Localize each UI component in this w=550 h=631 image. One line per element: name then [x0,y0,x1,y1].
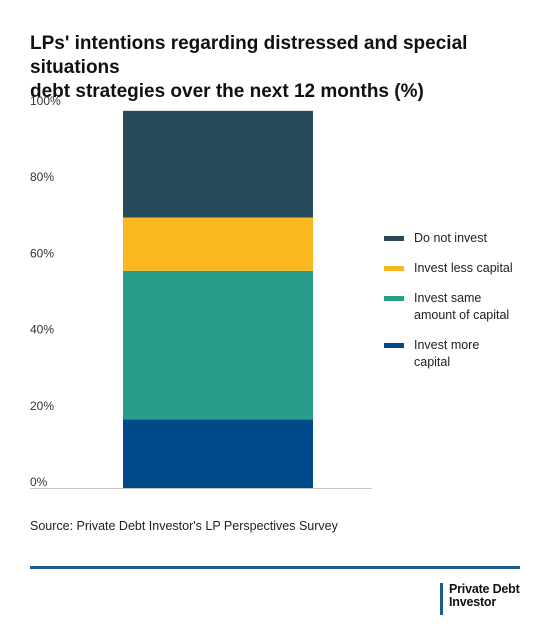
source-note: Source: Private Debt Investor's LP Persp… [30,519,338,533]
stacked-bar-chart: 0% 20% 40% 60% 80% 100% [30,94,372,489]
logo-line-1: Private Debt [449,582,520,596]
y-axis-ticks: 0% 20% 40% 60% 80% 100% [30,94,61,489]
y-tick-label: 20% [30,399,54,413]
legend-label-invest-same: Invest same amount of capital [414,291,510,322]
bar-segment-invest-same-amount-of-capital [123,270,313,420]
chart-legend: Do not invest Invest less capital Invest… [384,230,544,371]
y-tick-label: 80% [30,170,54,184]
chart-title-line-2: debt strategies over the next 12 months … [30,81,424,102]
legend-item-invest-same: Invest same amount of capital [384,290,519,324]
legend-label-invest-less: Invest less capital [414,261,513,275]
legend-item-do-not-invest: Do not invest [384,230,544,247]
logo-line-2: Investor [449,595,497,609]
bar-segment-invest-more-capital [123,419,313,488]
y-tick-label: 40% [30,323,54,337]
chart-title-line-1: LPs' intentions regarding distressed and… [30,33,468,78]
y-tick-label: 100% [30,94,61,108]
legend-swatch-invest-less [384,266,404,271]
legend-item-invest-less: Invest less capital [384,260,544,277]
legend-item-invest-more: Invest more capital [384,337,489,371]
bar-segment-invest-less-capital [123,217,313,271]
legend-swatch-invest-more [384,343,404,348]
legend-label-invest-more: Invest more capital [414,338,480,369]
legend-label-do-not-invest: Do not invest [414,231,487,245]
legend-swatch-invest-same [384,296,404,301]
publisher-logo: Private Debt Investor [440,583,520,615]
y-tick-label: 60% [30,246,54,260]
bar-segment-do-not-invest [123,110,313,218]
footer-rule [30,566,520,569]
y-tick-label: 0% [30,475,48,489]
chart-title: LPs' intentions regarding distressed and… [30,32,530,104]
bar-segments [123,110,313,488]
legend-swatch-do-not-invest [384,236,404,241]
